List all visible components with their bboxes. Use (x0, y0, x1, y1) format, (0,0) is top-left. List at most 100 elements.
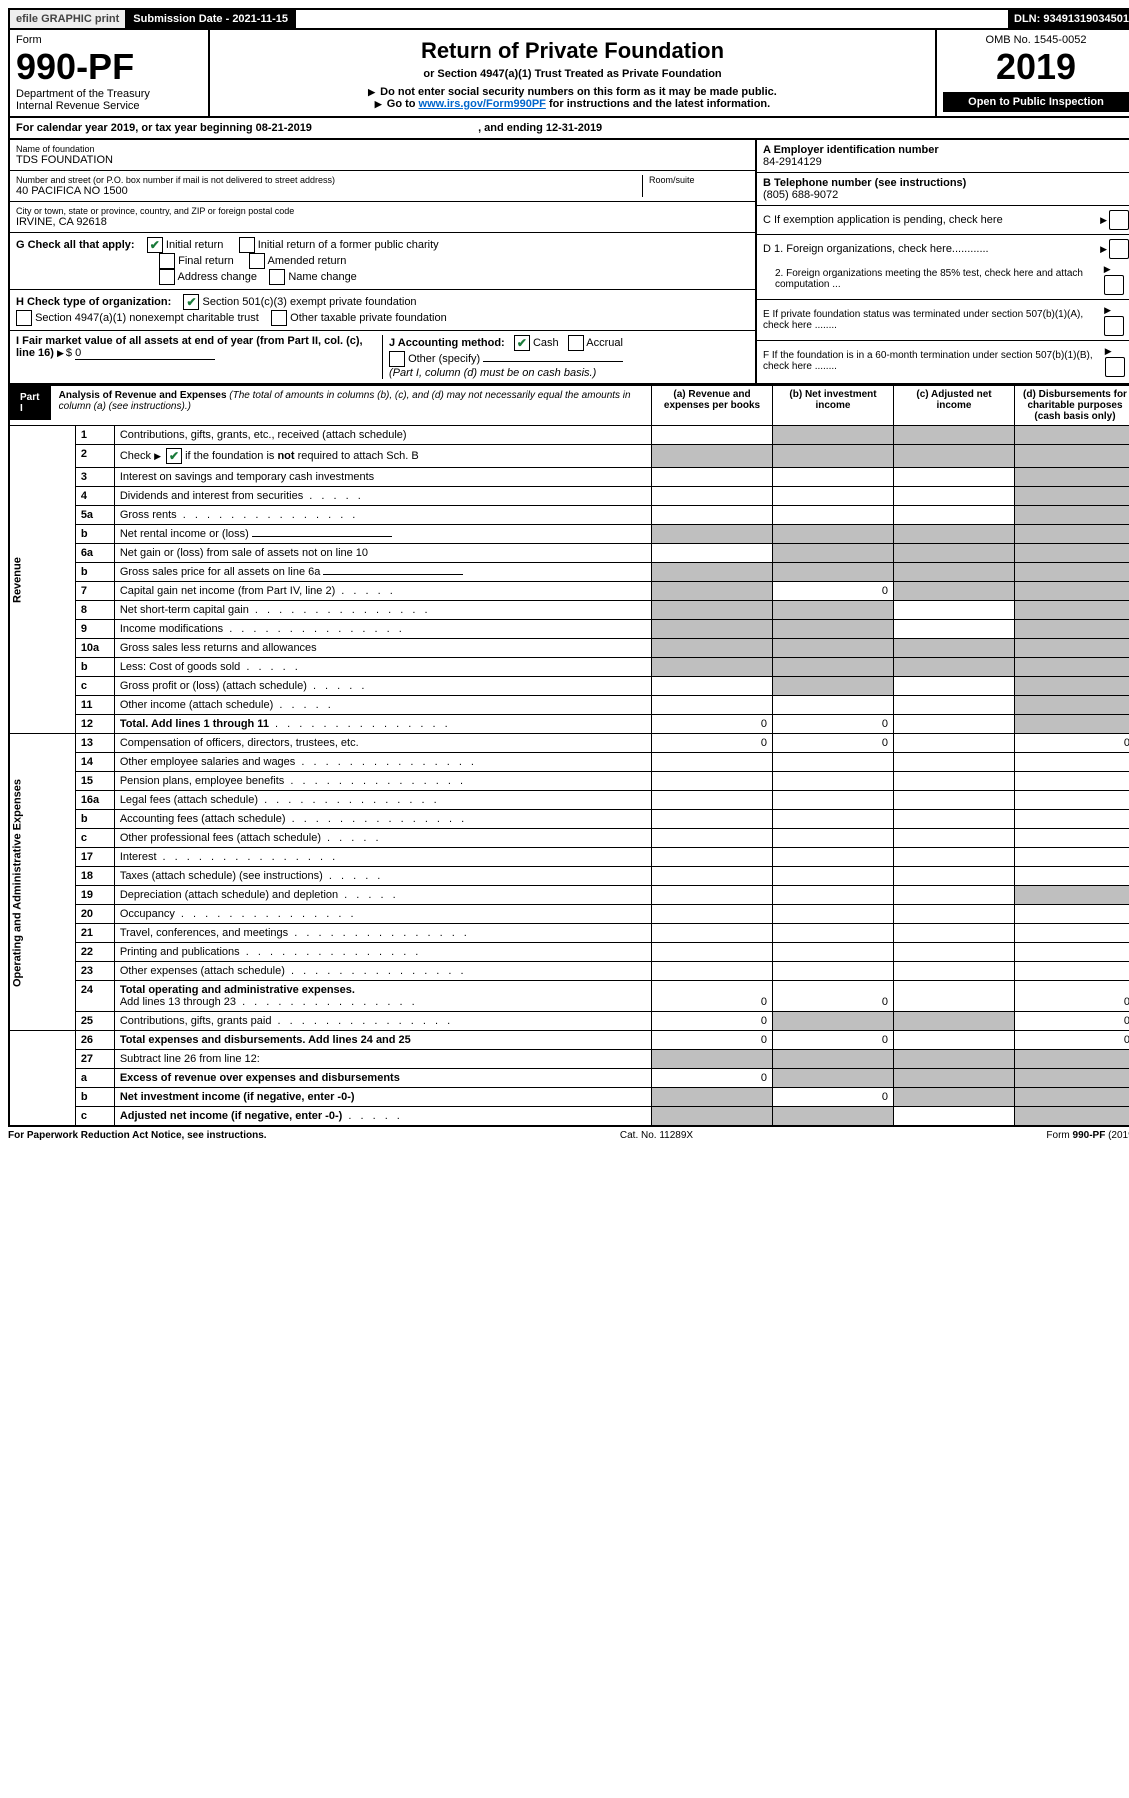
c-label: C If exemption application is pending, c… (763, 214, 1003, 226)
table-row: 27Subtract line 26 from line 12: (9, 1050, 1129, 1069)
g-initial: Initial return (166, 239, 223, 251)
dln: DLN: 93491319034501 (1008, 10, 1129, 28)
foundation-address: 40 PACIFICA NO 1500 (16, 185, 642, 197)
checkbox-cash[interactable] (514, 335, 530, 351)
table-row: 9Income modifications (9, 620, 1129, 639)
line-desc: Accounting fees (attach schedule) (114, 810, 651, 829)
calendar-year-row: For calendar year 2019, or tax year begi… (8, 118, 1129, 140)
cell-value: 0 (773, 1088, 894, 1107)
table-row: 17Interest (9, 848, 1129, 867)
table-row: aExcess of revenue over expenses and dis… (9, 1069, 1129, 1088)
line-2-post: if the foundation is not required to att… (185, 450, 419, 462)
h-other: Other taxable private foundation (290, 312, 447, 324)
foundation-info: Name of foundation TDS FOUNDATION Number… (8, 140, 1129, 385)
table-row: 6aNet gain or (loss) from sale of assets… (9, 544, 1129, 563)
j-label: J Accounting method: (389, 337, 505, 349)
b-label: B Telephone number (see instructions) (763, 177, 966, 189)
table-row: 8Net short-term capital gain (9, 601, 1129, 620)
checkbox-other-method[interactable] (389, 351, 405, 367)
addr-label: Number and street (or P.O. box number if… (16, 175, 642, 185)
line-desc: Pension plans, employee benefits (114, 772, 651, 791)
checkbox-amended[interactable] (249, 253, 265, 269)
line-desc: Adjusted net income (if negative, enter … (120, 1110, 342, 1122)
fmv-value: 0 (75, 347, 215, 360)
table-row: bGross sales price for all assets on lin… (9, 563, 1129, 582)
checkbox-schb[interactable] (166, 448, 182, 464)
table-row: 19Depreciation (attach schedule) and dep… (9, 886, 1129, 905)
table-row: 23Other expenses (attach schedule) (9, 962, 1129, 981)
cell-value: 0 (1015, 1031, 1129, 1050)
footer-right: Form 990-PF (2019) (1046, 1130, 1129, 1141)
checkbox-4947[interactable] (16, 310, 32, 326)
arrow-icon (368, 86, 377, 98)
checkbox-accrual[interactable] (568, 335, 584, 351)
g-name: Name change (288, 271, 357, 283)
revenue-strip: Revenue (9, 426, 75, 734)
checkbox-other-taxable[interactable] (271, 310, 287, 326)
col-c: Adjusted net income (931, 389, 992, 411)
table-row: 26Total expenses and disbursements. Add … (9, 1031, 1129, 1050)
checkbox-final-return[interactable] (159, 253, 175, 269)
table-row: 15Pension plans, employee benefits (9, 772, 1129, 791)
table-row: 3Interest on savings and temporary cash … (9, 468, 1129, 487)
cell-value: 0 (652, 1012, 773, 1031)
g-initial-former: Initial return of a former public charit… (258, 239, 439, 251)
line-desc: Compensation of officers, directors, tru… (114, 734, 651, 753)
cell-value: 0 (652, 715, 773, 734)
table-row: 14Other employee salaries and wages (9, 753, 1129, 772)
line-desc: Capital gain net income (from Part IV, l… (114, 582, 651, 601)
arrow-icon (1100, 214, 1109, 226)
line-desc: Contributions, gifts, grants, etc., rece… (114, 426, 651, 445)
checkbox-c[interactable] (1109, 210, 1129, 230)
name-label: Name of foundation (16, 144, 749, 154)
line-desc: Gross sales less returns and allowances (120, 642, 317, 654)
arrow-icon (1104, 263, 1113, 275)
efile-print-button[interactable]: efile GRAPHIC print (10, 10, 127, 28)
checkbox-d2[interactable] (1104, 275, 1124, 295)
line-desc: Other income (attach schedule) (114, 696, 651, 715)
table-row: bNet rental income or (loss) (9, 525, 1129, 544)
checkbox-d1[interactable] (1109, 239, 1129, 259)
col-d: Disbursements for charitable purposes (c… (1027, 389, 1126, 422)
checkbox-initial-former[interactable] (239, 237, 255, 253)
line-desc: Net gain or (loss) from sale of assets n… (114, 544, 651, 563)
table-row: 4Dividends and interest from securities (9, 487, 1129, 506)
page-footer: For Paperwork Reduction Act Notice, see … (8, 1127, 1129, 1144)
cell-value: 0 (773, 734, 894, 753)
checkbox-f[interactable] (1105, 357, 1125, 377)
cell-value: 0 (652, 1069, 773, 1088)
goto-post: for instructions and the latest informat… (549, 98, 770, 110)
footer-mid: Cat. No. 11289X (620, 1130, 693, 1141)
table-row: cAdjusted net income (if negative, enter… (9, 1107, 1129, 1127)
line-desc: Less: Cost of goods sold (114, 658, 651, 677)
checkbox-address-change[interactable] (159, 269, 175, 285)
h-4947: Section 4947(a)(1) nonexempt charitable … (35, 312, 259, 324)
cell-value: 0 (1015, 981, 1129, 1012)
line-desc: Taxes (attach schedule) (see instruction… (114, 867, 651, 886)
checkbox-name-change[interactable] (269, 269, 285, 285)
table-row: 22Printing and publications (9, 943, 1129, 962)
room-label: Room/suite (649, 175, 749, 185)
irs-link[interactable]: www.irs.gov/Form990PF (419, 98, 546, 110)
cell-value: 0 (773, 582, 894, 601)
cell-value: 0 (773, 981, 894, 1012)
ein-value: 84-2914129 (763, 156, 822, 168)
checkbox-e[interactable] (1104, 316, 1124, 336)
cell-value: 0 (773, 715, 894, 734)
checkbox-501c3[interactable] (183, 294, 199, 310)
form-title: Return of Private Foundation (216, 38, 929, 64)
line-desc: Net investment income (if negative, ente… (120, 1091, 355, 1103)
j-other: Other (specify) (408, 353, 480, 365)
submission-date: Submission Date - 2021-11-15 (127, 10, 296, 28)
table-row: bLess: Cost of goods sold (9, 658, 1129, 677)
table-row: 16aLegal fees (attach schedule) (9, 791, 1129, 810)
form-header: Form 990-PF Department of the Treasury I… (8, 30, 1129, 118)
inspection-badge: Open to Public Inspection (943, 92, 1129, 112)
omb-number: OMB No. 1545-0052 (943, 34, 1129, 46)
cell-value: 0 (652, 1031, 773, 1050)
top-bar: efile GRAPHIC print Submission Date - 20… (8, 8, 1129, 30)
table-row: bNet investment income (if negative, ent… (9, 1088, 1129, 1107)
h-501c3: Section 501(c)(3) exempt private foundat… (203, 296, 417, 308)
other-specify (483, 361, 623, 362)
checkbox-initial-return[interactable] (147, 237, 163, 253)
